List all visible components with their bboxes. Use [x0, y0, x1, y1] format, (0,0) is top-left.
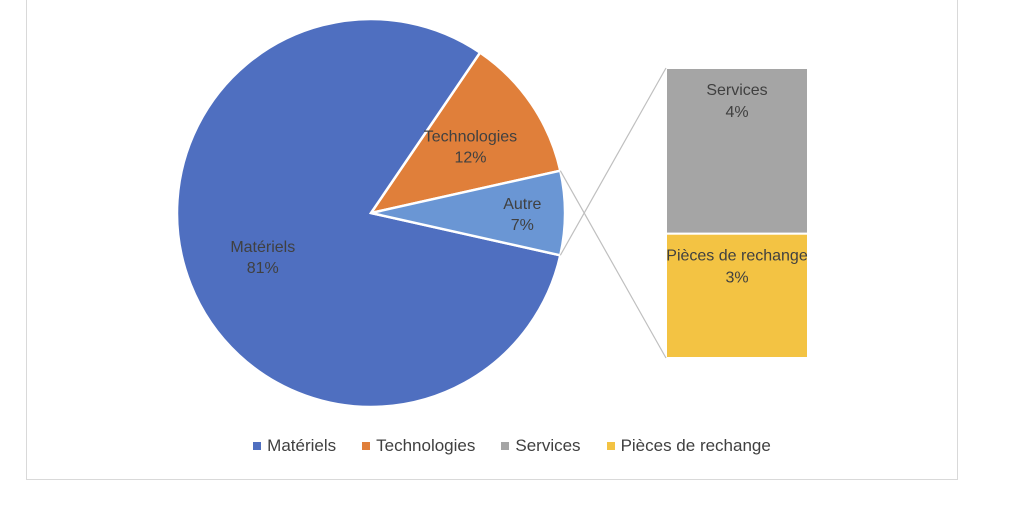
slice-label-technologies: Technologies [424, 128, 517, 145]
slice-value-technologies: 12% [454, 149, 486, 166]
legend-swatch-services [501, 442, 510, 450]
bar-segment-services [665, 67, 809, 235]
slice-label-autre: Autre [503, 196, 541, 213]
pie-slice-technologies [368, 50, 562, 215]
slice-value-materiels: 81% [247, 260, 279, 277]
legend-label-pieces: Pièces de rechange [620, 436, 771, 455]
slice-label-materiels: Matériels [230, 239, 295, 256]
bar-label-services: Services [706, 82, 767, 99]
connector-line-top [559, 67, 667, 256]
legend-item-services: Services [501, 436, 581, 456]
legend-swatch-pieces [606, 442, 615, 450]
legend: Matériels Technologies Services Pièces d… [0, 436, 1024, 456]
legend-swatch-technologies [362, 442, 371, 450]
bar-value-services: 4% [725, 104, 748, 121]
bar-segment-pieces-de-rechange [665, 232, 809, 359]
bar-value-pieces-de-rechange: 3% [725, 270, 748, 287]
connector-line-bottom [559, 170, 667, 359]
legend-label-services: Services [515, 436, 581, 455]
legend-item-pieces: Pièces de rechange [606, 436, 771, 456]
legend-item-technologies: Technologies [362, 436, 475, 456]
slice-value-autre: 7% [511, 217, 534, 234]
legend-item-materiels: Matériels [253, 436, 336, 456]
pie-slice-materiels [175, 17, 562, 409]
legend-swatch-materiels [253, 442, 262, 450]
bar-label-pieces-de-rechange: Pièces de rechange [666, 248, 808, 265]
legend-label-materiels: Matériels [267, 436, 337, 455]
legend-label-technologies: Technologies [376, 436, 476, 455]
